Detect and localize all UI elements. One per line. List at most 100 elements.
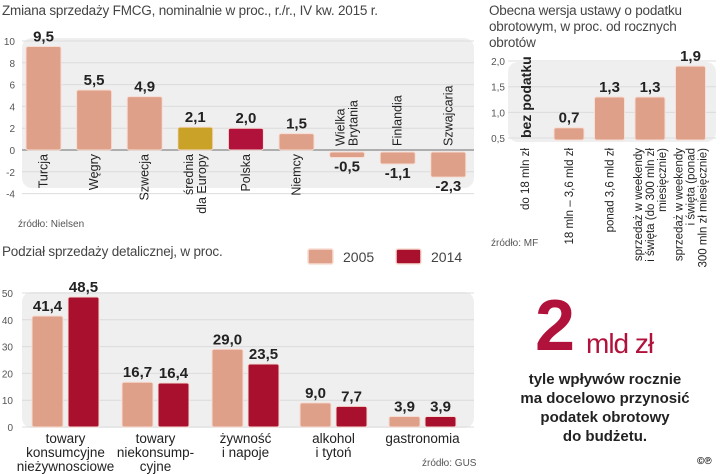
chart2-category-label: 300 mln zł miesięcznie) [698, 148, 710, 268]
chart1-ytick-label: 10 [4, 37, 16, 48]
chart2-bar [675, 65, 706, 141]
chart1-bar [227, 127, 264, 151]
chart3-value-label: 3,9 [430, 399, 451, 416]
chart3-ytick-label: 30 [2, 343, 14, 354]
chart3-category-label: gastronomia [385, 431, 460, 446]
chart3-value-label: 16,7 [123, 364, 152, 381]
chart3-category-label: i tytoń [315, 445, 351, 460]
chart1-bar [126, 96, 163, 151]
chart3-value-label: 48,5 [69, 279, 98, 296]
chart2-ytick-label: 1,5 [491, 83, 505, 94]
chart3-bar [211, 348, 244, 428]
chart1-value-label: -0,5 [334, 158, 360, 175]
chart1-category-label: Turcja [37, 154, 51, 188]
chart1-bar [25, 45, 62, 151]
chart3-category-label: niekonsump- [117, 445, 194, 460]
chart1-bar [177, 126, 214, 151]
chart1-bar [379, 151, 416, 165]
chart2-value-label: 0,7 [559, 110, 580, 127]
chart3-bar [67, 296, 100, 428]
chart3-source: źródło: GUS [422, 458, 477, 469]
chart3-value-label: 9,0 [305, 385, 326, 402]
chart1-category-label: średnia [182, 154, 196, 195]
legend-label-2005: 2005 [343, 249, 374, 265]
chart3-category-label: żywność [220, 431, 272, 446]
chart2-category-label: sprzedaż w weekendy [674, 148, 686, 261]
chart2-no-tax-label: bez podatku [518, 56, 534, 138]
chart2-category-label: do 18 mln zł [520, 148, 532, 210]
chart3-bar [121, 381, 154, 428]
chart3-category-label: nieżywnosciowe [17, 459, 115, 474]
chart1-value-label: 4,9 [134, 79, 155, 96]
chart3-bar [247, 363, 280, 428]
chart1-value-label: 2,0 [235, 110, 256, 127]
chart3-ytick-label: 40 [2, 316, 14, 327]
chart3-category-label: towary [136, 431, 176, 446]
chart1-category-label: Węgry [87, 153, 101, 190]
callout-line: tyle wpływów rocznie [528, 371, 682, 388]
chart1-bar [76, 89, 113, 151]
chart3-bar [299, 402, 332, 428]
chart3-category-label: cyjne [140, 459, 172, 474]
chart1-ytick-label: -4 [6, 190, 15, 201]
chart3-ytick-label: 10 [2, 396, 14, 407]
chart3-category-label: konsumcyjne [26, 445, 105, 460]
callout-text: tyle wpływów rocznie ma docelowo przynos… [500, 370, 710, 446]
chart1-value-label: 1,5 [286, 116, 307, 133]
chart2-ytick-label: 2,0 [491, 57, 505, 68]
chart1-category-label: Polska [239, 154, 253, 192]
chart2-ytick-label: 1,0 [491, 108, 505, 119]
chart1-value-label: 5,5 [84, 72, 105, 89]
chart2-value-label: 1,3 [599, 79, 620, 96]
chart3-bar [157, 382, 190, 428]
chart2-category-label: ponad 3,6 mld zł [605, 148, 617, 233]
chart1-title: Zmiana sprzedaży FMCG, nominalnie w proc… [2, 3, 378, 18]
chart3-bar [424, 416, 457, 428]
callout-line: ma docelowo przynosić [520, 390, 690, 407]
chart1-category-label: Szwajcaria [441, 86, 455, 146]
chart1-ytick-label: -2 [6, 168, 15, 179]
chart3-category-label: towary [46, 431, 86, 446]
chart2-bar [553, 127, 585, 141]
chart1-bar [430, 151, 467, 178]
callout-line: do budżetu. [562, 428, 648, 445]
chart1-ytick-label: 8 [9, 59, 15, 70]
chart2-category-label: i święta (ponad [686, 148, 698, 225]
chart3-category-label: i napoje [222, 445, 269, 460]
chart1-category-label: dla Europy [195, 153, 209, 214]
chart1-ytick-label: 0 [9, 146, 15, 157]
chart3-value-label: 16,4 [159, 365, 189, 382]
legend-swatch-2005 [307, 248, 334, 265]
chart1-ytick-label: 4 [9, 102, 15, 113]
chart2-category-label: miesięcznie) [657, 148, 669, 212]
chart1-ytick-label: 6 [9, 81, 15, 92]
chart3-bar [388, 416, 421, 428]
chart3-value-label: 3,9 [394, 399, 415, 416]
legend-swatch-2014 [395, 248, 422, 265]
chart1-source: źródło: Nielsen [18, 219, 85, 230]
chart1-value-label: -2,3 [435, 178, 461, 195]
chart1-bar [329, 151, 366, 158]
chart2-bar [634, 96, 666, 141]
chart3-ytick-label: 20 [2, 369, 14, 380]
chart3-value-label: 7,7 [341, 388, 362, 405]
copyright-icon: ©℗ [697, 456, 712, 467]
chart1-ytick-label: 2 [9, 124, 15, 135]
chart1-value-label: 2,1 [185, 109, 206, 126]
chart3-title: Podział sprzedaży detalicznej, w proc. [2, 244, 223, 259]
chart3-value-label: 29,0 [213, 331, 242, 348]
callout-number: 2 [535, 286, 576, 366]
chart1-value-label: 9,5 [33, 28, 54, 45]
chart2-category-label: sprzedaż w weekendy [633, 148, 645, 261]
chart3-value-label: 23,5 [249, 346, 278, 363]
chart3-bar [31, 315, 64, 428]
chart1-category-label: Finlandia [391, 95, 405, 146]
chart3-bar [335, 405, 368, 428]
chart2-value-label: 1,3 [640, 79, 661, 96]
chart1-category-label: Niemcy [290, 153, 304, 195]
callout-unit: mld zł [586, 328, 654, 359]
chart2-category-label: i święta (do 300 mln zł [645, 148, 657, 262]
callout-line: podatek obrotowy [540, 409, 670, 426]
chart3-value-label: 41,4 [33, 298, 63, 315]
